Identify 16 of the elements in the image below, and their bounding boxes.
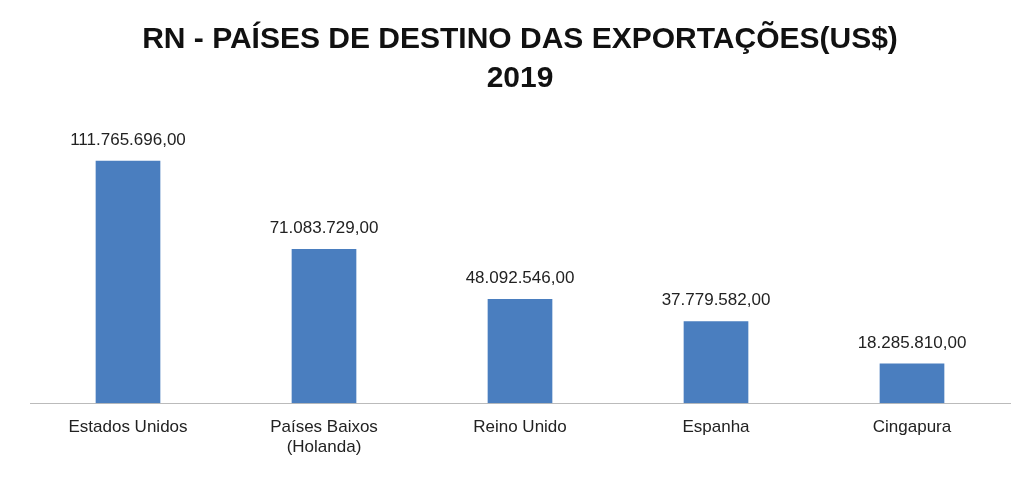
- bar: [487, 298, 553, 404]
- x-tick-label: Reino Unido: [473, 417, 567, 437]
- chart-title: RN - PAÍSES DE DESTINO DAS EXPORTAÇÕES(US$) 2019: [142, 20, 898, 93]
- data-label: 18.285.810,00: [857, 332, 967, 352]
- x-tick-label: Cingapura: [872, 417, 952, 437]
- bar: [683, 321, 749, 404]
- data-label: 71.083.729,00: [269, 218, 379, 238]
- data-label: 48.092.546,00: [465, 268, 575, 288]
- data-label: 37.779.582,00: [661, 290, 771, 310]
- bar: [291, 249, 357, 404]
- x-tick-label: Estados Unidos: [68, 417, 188, 437]
- bar: [879, 363, 945, 404]
- data-label: 111.765.696,00: [70, 130, 186, 150]
- bar: [95, 160, 161, 404]
- x-tick-label: Países Baixos (Holanda): [270, 417, 378, 457]
- x-tick-label: Espanha: [682, 417, 751, 437]
